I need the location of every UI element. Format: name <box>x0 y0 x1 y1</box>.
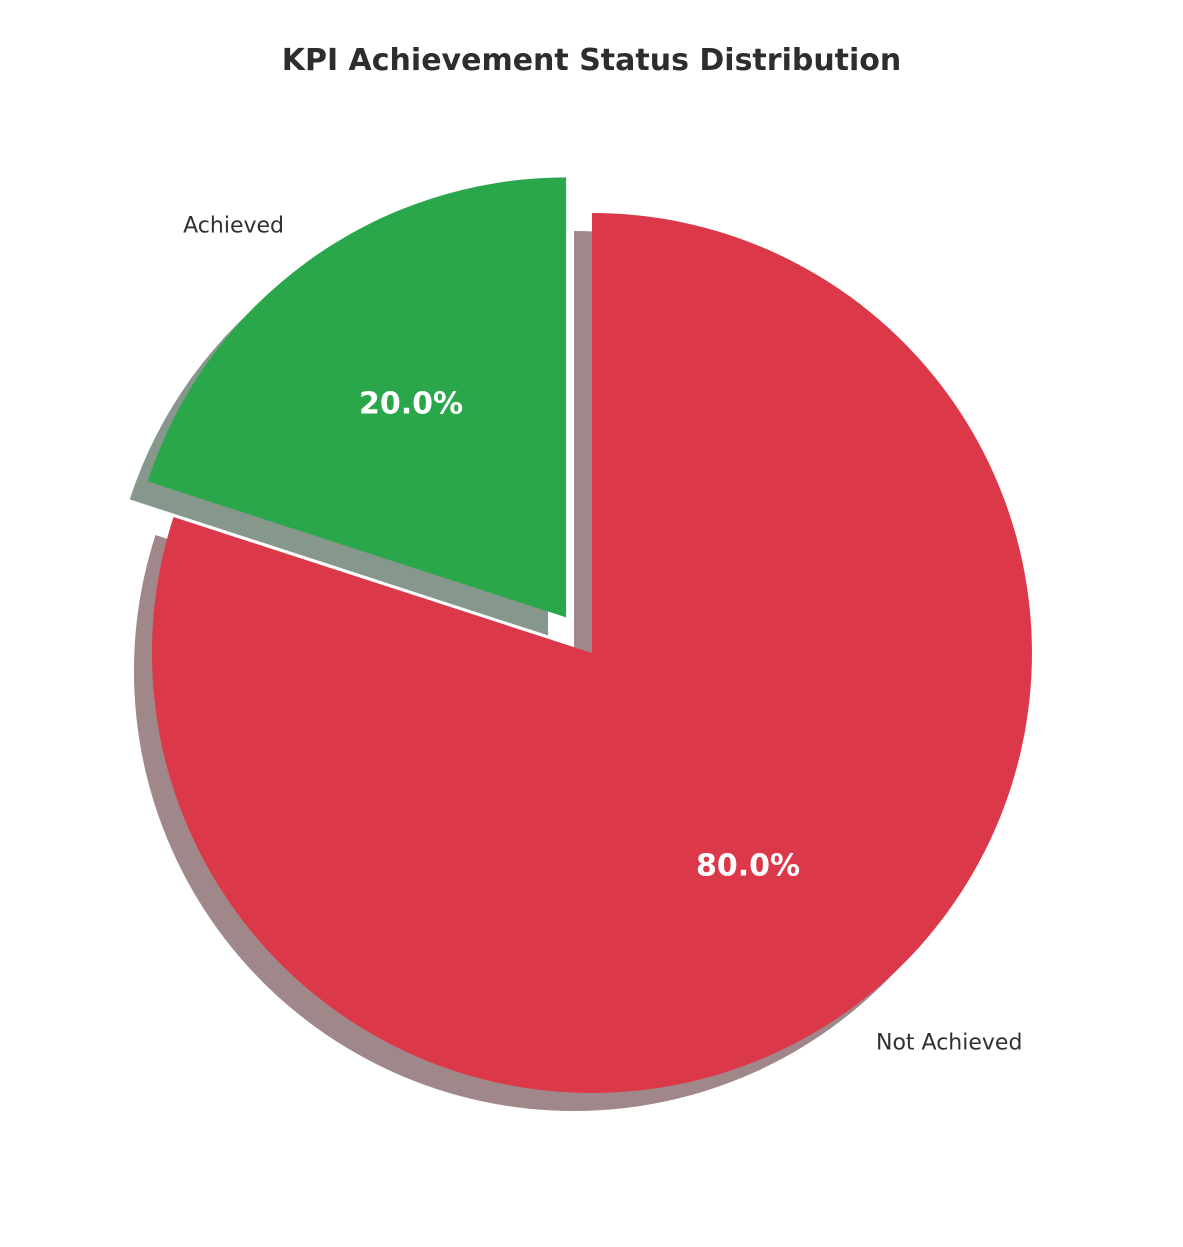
pie-slice-achieved <box>147 177 567 618</box>
slice-label-achieved: Achieved <box>183 213 284 239</box>
pct-label-not-achieved: 80.0% <box>695 848 801 884</box>
slice-label-not-achieved: Not Achieved <box>876 1030 1023 1056</box>
pct-label-achieved: 20.0% <box>358 386 464 422</box>
pie-slice-not-achieved <box>151 213 1032 1093</box>
chart-title: KPI Achievement Status Distribution <box>281 43 902 78</box>
